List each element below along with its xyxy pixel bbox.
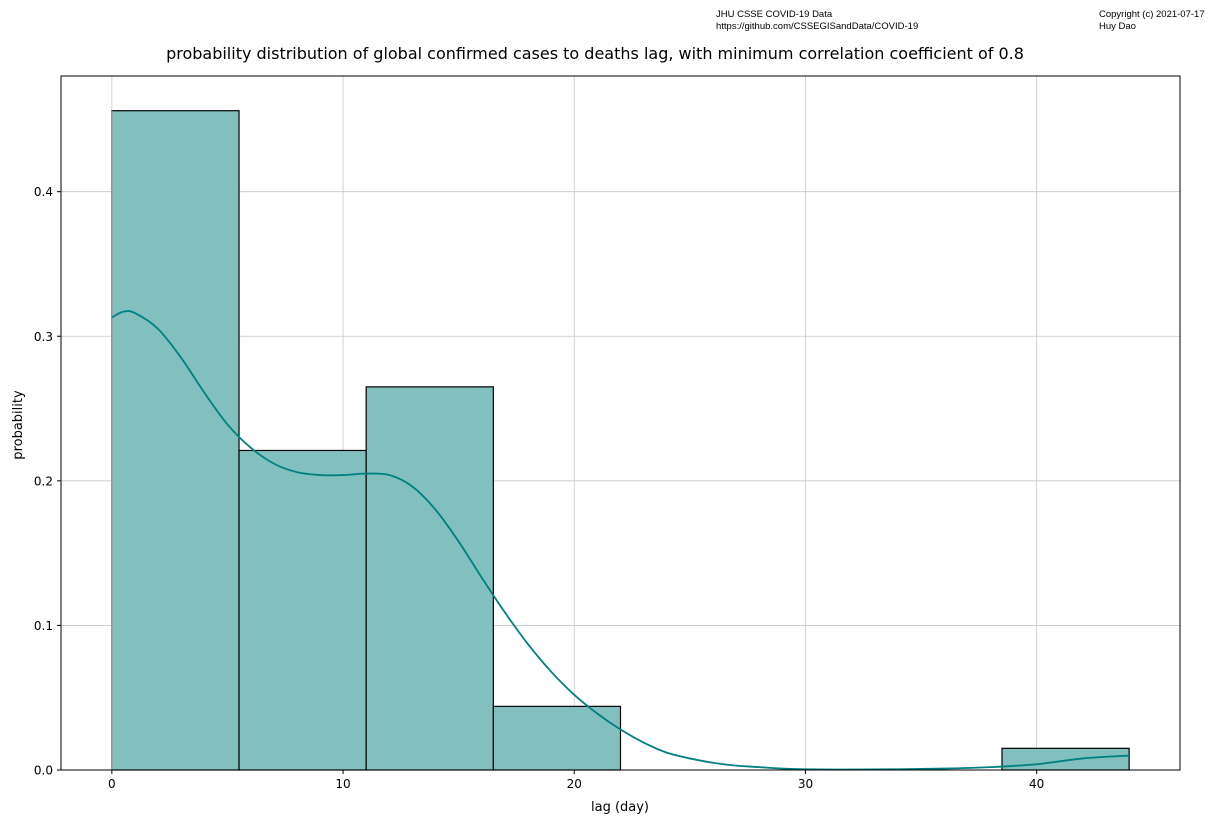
copyright-note: Copyright (c) 2021-07-17 Huy Dao bbox=[1099, 9, 1205, 32]
source-note: JHU CSSE COVID-19 Data https://github.co… bbox=[716, 9, 918, 32]
y-axis-label: probability bbox=[11, 390, 26, 460]
chart-title: probability distribution of global confi… bbox=[166, 44, 1024, 63]
histogram-bar bbox=[492, 705, 622, 771]
copyright-note-line1: Copyright (c) 2021-07-17 bbox=[1099, 9, 1205, 20]
histogram-bar bbox=[1001, 747, 1130, 771]
histogram-bars bbox=[111, 110, 1130, 771]
x-axis-label: lag (day) bbox=[591, 800, 649, 815]
x-tick-label: 10 bbox=[335, 777, 350, 791]
source-note-line2: https://github.com/CSSEGISandData/COVID-… bbox=[716, 20, 919, 32]
x-tick-label: 0 bbox=[108, 777, 116, 791]
y-tick-label: 0.2 bbox=[34, 474, 53, 488]
histogram-bar bbox=[365, 386, 494, 771]
x-tick-label: 20 bbox=[567, 777, 582, 791]
x-axis-ticks: 0 10 20 30 40 bbox=[108, 770, 1044, 791]
y-tick-label: 0.1 bbox=[34, 619, 53, 633]
x-tick-label: 30 bbox=[798, 777, 813, 791]
histogram-bar bbox=[238, 449, 367, 771]
plot-frame bbox=[60, 75, 1181, 771]
copyright-note-line2: Huy Dao bbox=[1099, 20, 1136, 32]
source-note-line1: JHU CSSE COVID-19 Data bbox=[716, 9, 833, 20]
y-axis-ticks: 0.0 0.1 0.2 0.3 0.4 bbox=[34, 185, 61, 778]
y-tick-label: 0.4 bbox=[34, 185, 53, 199]
histogram-bar bbox=[111, 110, 240, 771]
y-tick-label: 0.3 bbox=[34, 330, 53, 344]
x-tick-label: 40 bbox=[1029, 777, 1044, 791]
y-tick-label: 0.0 bbox=[34, 764, 53, 778]
